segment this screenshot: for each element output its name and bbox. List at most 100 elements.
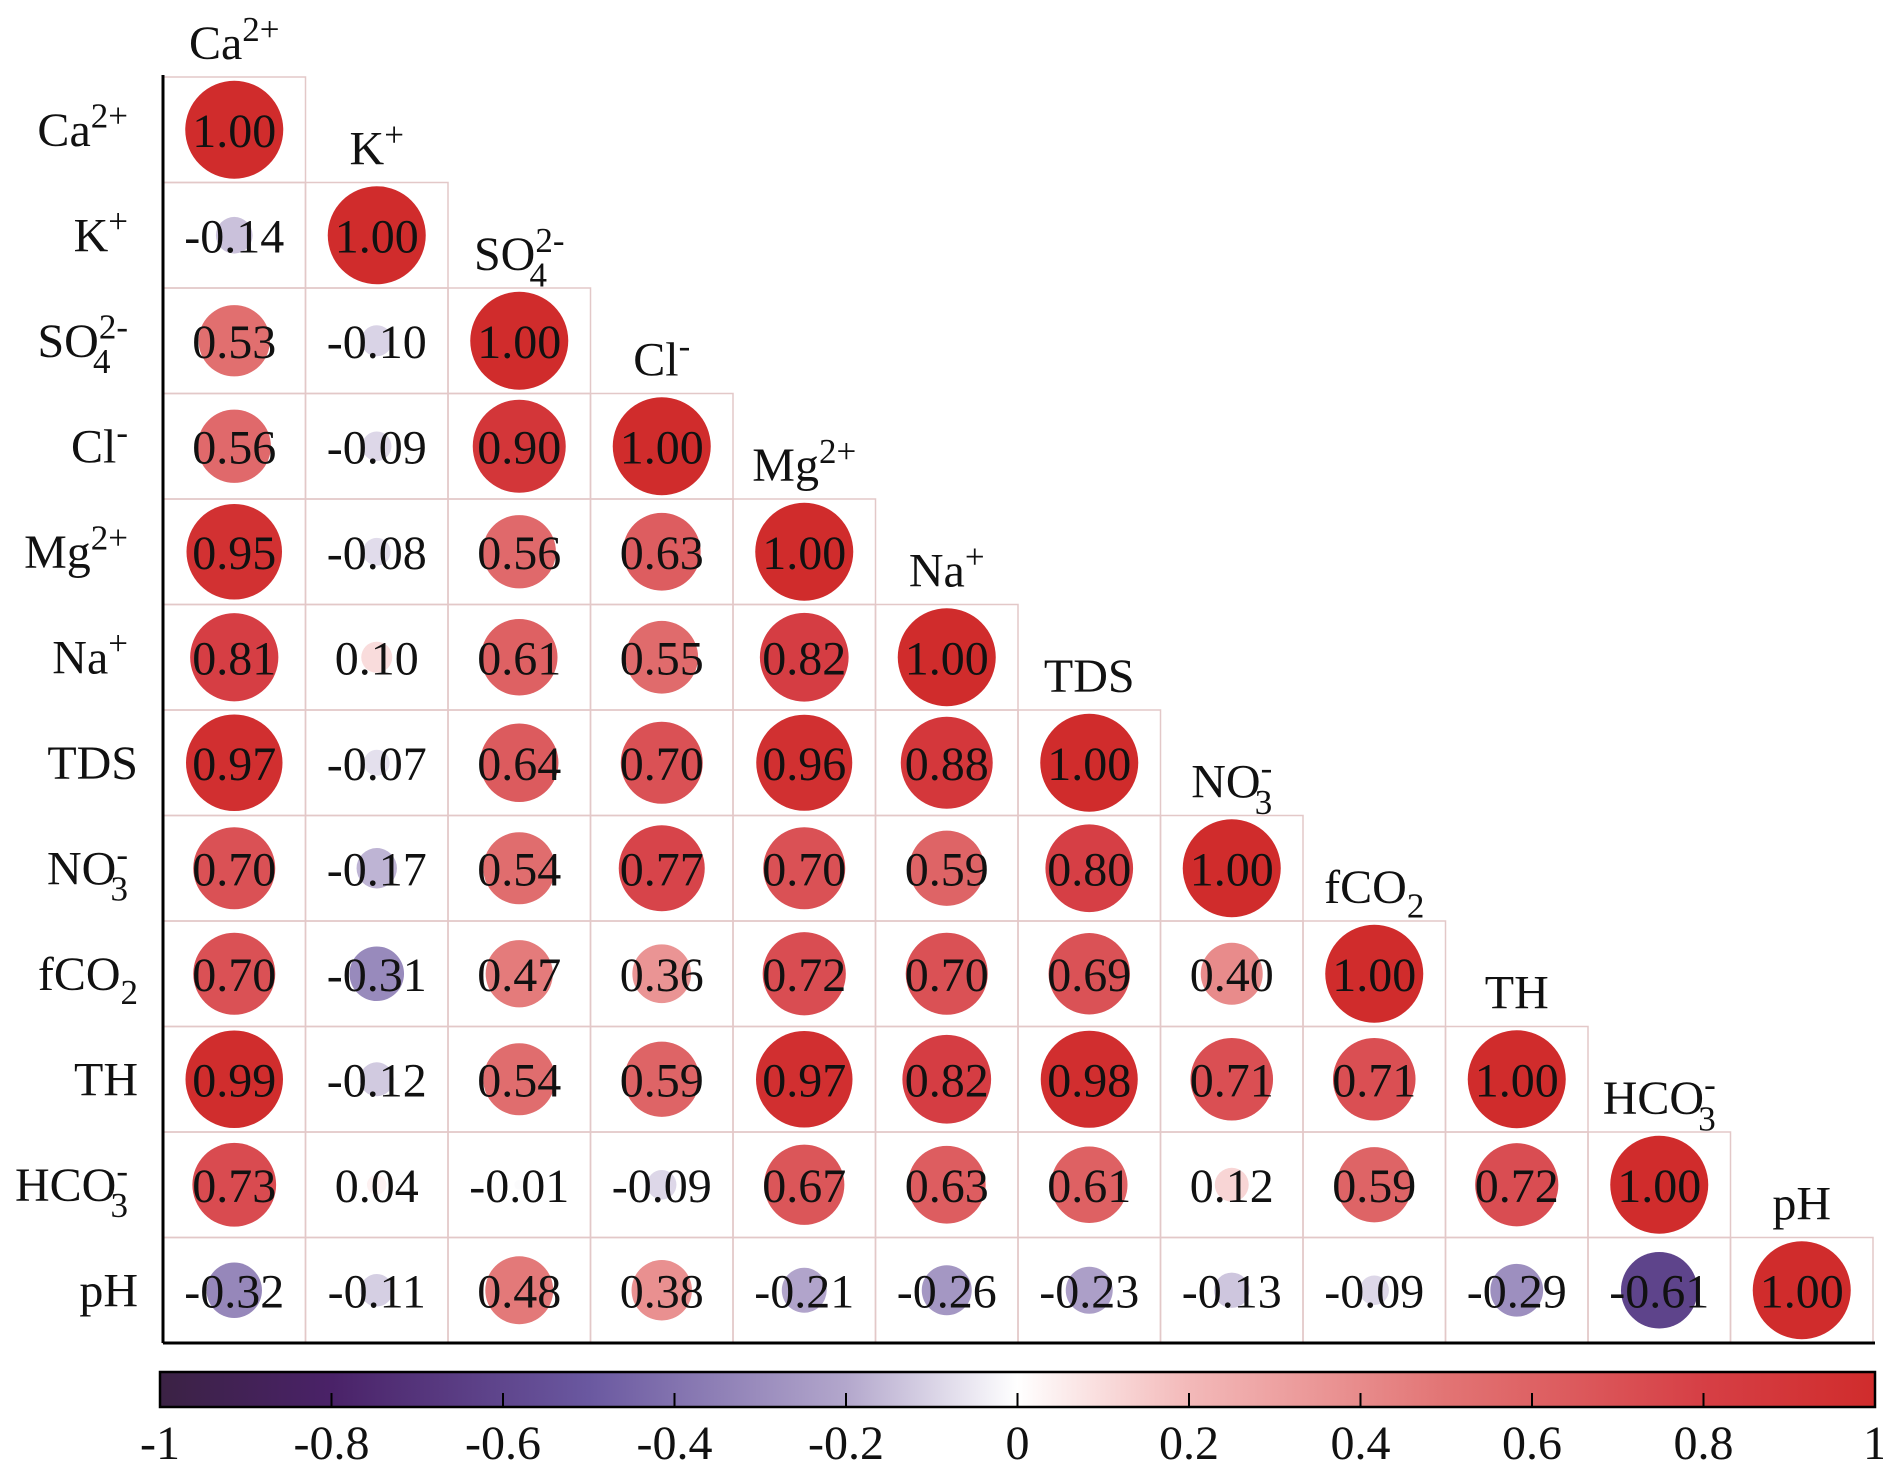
corr-value-fco2-k: -0.31	[327, 949, 427, 1002]
column-label-hco3: HCO-3	[1603, 1065, 1716, 1139]
corr-value-fco2-no3: 0.40	[1190, 949, 1274, 1002]
corr-circle-fco2-ca2	[193, 932, 276, 1015]
row-label-tds: TDS	[47, 737, 138, 790]
corr-value-th-k: -0.12	[327, 1054, 427, 1107]
corr-value-no3-cl: 0.77	[620, 843, 704, 896]
colorbar-tick-label: 1	[1863, 1417, 1883, 1470]
corr-value-mg2-so24: 0.56	[477, 527, 561, 580]
corr-circle-na-mg2	[759, 612, 849, 702]
corr-value-k-k: 1.00	[335, 210, 419, 263]
corr-value-hco3-cl: -0.09	[612, 1160, 712, 1213]
corr-value-no3-so24: 0.54	[477, 843, 561, 896]
corr-circle-hco3-so24	[514, 1179, 525, 1190]
row-label-ca2: Ca2+	[37, 97, 128, 157]
corr-circle-tds-tds	[1040, 713, 1139, 812]
corr-value-hco3-th: 0.72	[1475, 1160, 1559, 1213]
colorbar-tick-label: -0.2	[808, 1417, 884, 1470]
corr-circle-ph-ph	[1752, 1241, 1851, 1340]
corr-circle-fco2-na	[905, 932, 988, 1015]
corr-value-so24-so24: 1.00	[477, 316, 561, 369]
corr-value-na-so24: 0.61	[477, 632, 561, 685]
row-label-so24: SO2-4	[37, 308, 128, 382]
corr-value-no3-ca2: 0.70	[192, 843, 276, 896]
corr-value-th-fco2: 0.71	[1332, 1054, 1416, 1107]
corr-circle-so24-ca2	[198, 305, 270, 377]
colorbar: -1 -0.8 -0.6 -0.4 -0.2 0 0.2 0.4 0.6 0.8 1	[140, 1370, 1883, 1470]
corr-circle-cl-ca2	[197, 409, 271, 483]
corr-value-hco3-so24: -0.01	[469, 1160, 569, 1213]
corr-circle-hco3-tds	[1050, 1146, 1128, 1224]
corr-value-ph-na: -0.26	[897, 1265, 997, 1318]
corr-value-ph-so24: 0.48	[477, 1265, 561, 1318]
corr-circle-ph-hco3	[1620, 1251, 1698, 1329]
corr-value-ph-hco3: -0.61	[1609, 1265, 1709, 1318]
corr-value-tds-na: 0.88	[905, 738, 989, 791]
corr-value-na-k: 0.10	[335, 632, 419, 685]
row-labels: Ca2+ K+ SO2-4 Cl- Mg2+ Na+ TDS NO-3 fCO2 TH HCO-3 p…	[15, 97, 138, 1318]
corr-value-no3-tds: 0.80	[1047, 843, 1131, 896]
corr-value-no3-mg2: 0.70	[762, 843, 846, 896]
corr-value-fco2-cl: 0.36	[620, 949, 704, 1002]
corr-value-fco2-tds: 0.69	[1047, 949, 1131, 1002]
corr-value-hco3-no3: 0.12	[1190, 1160, 1274, 1213]
corr-circle-fco2-no3	[1200, 942, 1263, 1005]
corr-circle-ph-no3	[1214, 1272, 1250, 1308]
corr-value-fco2-so24: 0.47	[477, 949, 561, 1002]
corr-circle-no3-mg2	[763, 827, 846, 910]
corr-circle-no3-no3	[1182, 819, 1281, 918]
corr-circle-so24-so24	[470, 291, 569, 390]
corr-circle-th-fco2	[1332, 1037, 1416, 1121]
corr-circle-so24-k	[361, 325, 393, 357]
corr-circle-ph-ca2	[206, 1262, 262, 1318]
corr-value-no3-no3: 1.00	[1190, 843, 1274, 896]
corr-circle-no3-tds	[1045, 824, 1134, 913]
corr-circle-th-na	[902, 1034, 992, 1124]
corr-circle-mg2-mg2	[755, 502, 854, 601]
corr-value-th-tds: 0.98	[1047, 1054, 1131, 1107]
corr-value-th-no3: 0.71	[1190, 1054, 1274, 1107]
corr-value-na-ca2: 0.81	[192, 632, 276, 685]
corr-circle-ca2-ca2	[185, 80, 284, 179]
corr-circle-k-ca2	[215, 216, 253, 254]
row-label-mg2: Mg2+	[24, 519, 128, 579]
corr-value-th-so24: 0.54	[477, 1054, 561, 1107]
corr-value-th-mg2: 0.97	[762, 1054, 846, 1107]
corr-circle-fco2-mg2	[762, 932, 846, 1016]
corr-circle-cl-cl	[612, 397, 711, 496]
corr-value-mg2-k: -0.08	[327, 527, 427, 580]
column-label-th: TH	[1485, 967, 1549, 1020]
row-label-cl: Cl-	[71, 413, 128, 473]
axes	[161, 75, 1875, 1345]
corr-circle-ph-mg2	[781, 1267, 827, 1313]
corr-value-fco2-ca2: 0.70	[192, 949, 276, 1002]
corr-circle-tds-k	[363, 749, 390, 776]
corr-circle-fco2-fco2	[1325, 924, 1424, 1023]
corr-circle-cl-k	[362, 431, 392, 461]
corr-circle-na-k	[361, 641, 393, 673]
corr-circle-na-na	[897, 608, 996, 707]
corr-circle-hco3-mg2	[764, 1144, 845, 1225]
corr-circle-mg2-k	[362, 537, 391, 566]
corr-value-fco2-na: 0.70	[905, 949, 989, 1002]
corr-value-ph-cl: 0.38	[620, 1265, 704, 1318]
corr-value-tds-tds: 1.00	[1047, 738, 1131, 791]
corr-value-ca2-ca2: 1.00	[192, 105, 276, 158]
corr-circle-th-mg2	[755, 1030, 853, 1128]
corr-circle-k-k	[327, 186, 426, 285]
corr-circle-mg2-so24	[482, 515, 556, 589]
corr-value-th-ca2: 0.99	[192, 1054, 276, 1107]
corr-circle-hco3-ca2	[192, 1142, 277, 1227]
corr-circle-ph-tds	[1065, 1266, 1113, 1314]
colorbar-tick-label: 0.4	[1331, 1417, 1391, 1470]
corr-value-ph-fco2: -0.09	[1324, 1265, 1424, 1318]
column-label-cl: Cl-	[633, 326, 690, 386]
corr-value-hco3-k: 0.04	[335, 1160, 419, 1213]
corr-circle-tds-so24	[480, 723, 559, 802]
corr-value-so24-ca2: 0.53	[192, 316, 276, 369]
row-label-th: TH	[74, 1053, 138, 1106]
row-label-na: Na+	[52, 624, 128, 684]
corr-value-so24-k: -0.10	[327, 316, 427, 369]
corr-value-tds-so24: 0.64	[477, 738, 561, 791]
corr-circle-hco3-no3	[1214, 1167, 1249, 1202]
correlation-grid: 1.00 -0.14 1.00 0.53 -0.10 1.00 0.56 -0.09 0.90 1…	[162, 76, 1874, 1344]
